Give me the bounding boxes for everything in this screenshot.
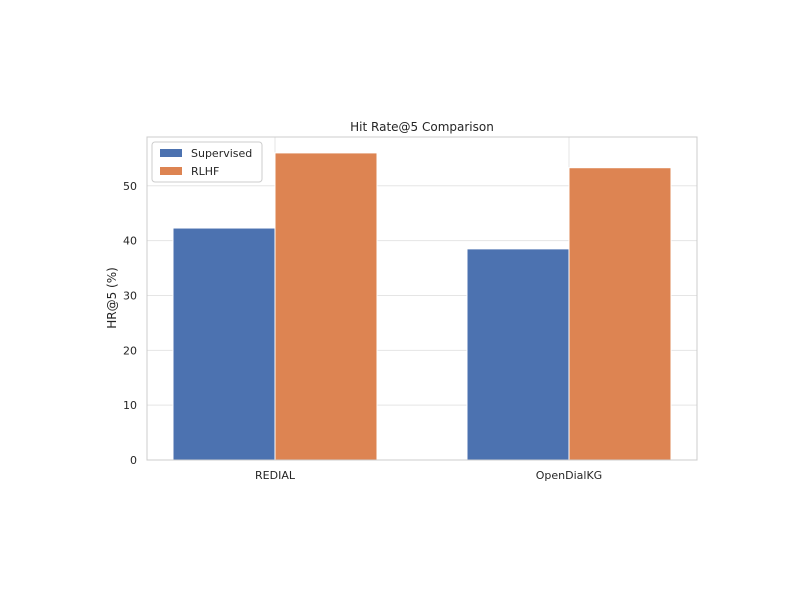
y-tick-label: 50 <box>123 180 137 193</box>
y-tick-label: 30 <box>123 289 137 302</box>
y-axis-label: HR@5 (%) <box>105 267 119 329</box>
y-tick-label: 10 <box>123 399 137 412</box>
bar-supervised-redial <box>172 227 276 461</box>
x-tick-label: OpenDialKG <box>536 469 602 482</box>
x-axis-ticks: REDIAL OpenDialKG <box>255 469 602 482</box>
legend-swatch <box>160 167 182 175</box>
y-tick-label: 20 <box>123 344 137 357</box>
plot-frame <box>146 136 698 461</box>
bar-rlhf-opendialkg <box>568 167 672 461</box>
y-axis-ticks: 0 10 20 30 40 50 <box>123 180 137 467</box>
bar-rlhf-redial <box>274 152 378 461</box>
y-tick-label: 0 <box>130 454 137 467</box>
legend-label: Supervised <box>191 147 252 160</box>
legend: Supervised RLHF <box>151 141 263 183</box>
chart-title: Hit Rate@5 Comparison <box>350 120 494 134</box>
y-tick-label: 40 <box>123 235 137 248</box>
x-tick-label: REDIAL <box>255 469 296 482</box>
bars <box>172 152 672 461</box>
legend-label: RLHF <box>191 165 219 178</box>
legend-swatch <box>160 149 182 157</box>
bar-supervised-opendialkg <box>466 248 570 461</box>
